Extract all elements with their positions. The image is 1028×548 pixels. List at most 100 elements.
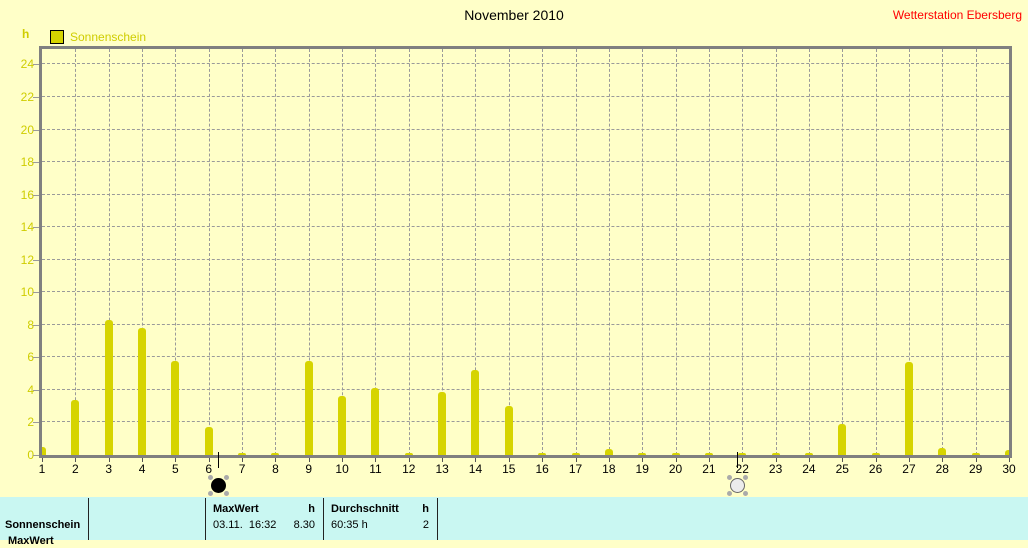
y-axis-tick bbox=[33, 129, 39, 131]
gridline-vertical bbox=[475, 49, 477, 455]
gridline-vertical bbox=[408, 49, 410, 455]
gridline-vertical bbox=[608, 49, 610, 455]
panel-divider bbox=[88, 498, 89, 540]
full-moon-icon bbox=[729, 478, 745, 493]
gridline-vertical bbox=[508, 49, 510, 455]
y-axis-tick-label: 2 bbox=[27, 415, 34, 430]
sunshine-bar-day-12 bbox=[404, 453, 413, 455]
maxwert-datetime: 03.11. 16:32 bbox=[213, 519, 277, 531]
x-axis-tick bbox=[808, 458, 810, 462]
sunshine-bar-day-5 bbox=[171, 360, 180, 455]
y-axis-tick-label: 0 bbox=[27, 448, 34, 462]
x-axis-tick-label: 22 bbox=[735, 462, 749, 476]
x-axis-tick-label: 12 bbox=[402, 462, 416, 476]
x-axis-tick bbox=[275, 458, 277, 462]
sunshine-bar-day-9 bbox=[304, 360, 313, 455]
sensor-row-label: Sonnenschein bbox=[5, 519, 81, 531]
gridline-vertical bbox=[208, 49, 210, 455]
x-axis-tick-label: 29 bbox=[968, 462, 983, 476]
x-axis-tick-label: 9 bbox=[305, 462, 313, 476]
gridline-vertical bbox=[275, 49, 277, 455]
gridline-vertical bbox=[175, 49, 177, 455]
gridline-horizontal bbox=[42, 128, 1009, 130]
x-axis-tick-label: 23 bbox=[768, 462, 783, 476]
legend-label: Sonnenschein bbox=[70, 30, 147, 44]
gridline-vertical bbox=[542, 49, 544, 455]
sunshine-bar-day-2 bbox=[71, 399, 80, 455]
chart-title: November 2010 bbox=[464, 7, 564, 23]
gridline-vertical bbox=[642, 49, 644, 455]
x-axis-tick-label: 1 bbox=[38, 462, 46, 476]
x-axis-tick-label: 30 bbox=[1002, 462, 1016, 476]
x-axis-tick-label: 11 bbox=[369, 462, 382, 476]
x-axis-tick-label: 4 bbox=[138, 462, 146, 476]
gridline-horizontal bbox=[42, 291, 1009, 293]
x-axis-tick bbox=[742, 458, 744, 462]
panel-divider bbox=[323, 498, 324, 540]
y-axis-tick-label: 18 bbox=[20, 155, 34, 170]
x-axis-tick bbox=[108, 458, 110, 462]
gridline-vertical bbox=[242, 49, 244, 455]
x-axis-tick bbox=[142, 458, 144, 462]
sunshine-bar-day-28 bbox=[938, 447, 947, 455]
legend: Sonnenschein bbox=[50, 30, 146, 44]
x-axis-tick-label: 3 bbox=[105, 462, 113, 476]
maxwert-value: 8.30 bbox=[293, 519, 315, 531]
y-axis-tick-label: 16 bbox=[20, 187, 34, 202]
x-axis-tick bbox=[1009, 458, 1010, 462]
gridline-vertical bbox=[975, 49, 977, 455]
gridline-vertical bbox=[375, 49, 377, 455]
gridline-horizontal bbox=[42, 323, 1009, 325]
full-moon-tick-line bbox=[736, 452, 738, 468]
sunshine-bar-day-20 bbox=[671, 453, 680, 455]
y-axis-tick-label: 24 bbox=[20, 57, 34, 72]
x-axis-tick-label: 7 bbox=[238, 462, 246, 476]
panel-divider bbox=[205, 498, 206, 540]
x-axis-tick bbox=[175, 458, 177, 462]
sunshine-bar-day-19 bbox=[638, 453, 647, 455]
x-axis-tick-label: 28 bbox=[935, 462, 949, 476]
x-axis-tick bbox=[242, 458, 244, 462]
x-axis-tick-label: 8 bbox=[272, 462, 279, 476]
gridline-vertical bbox=[442, 49, 444, 455]
sunshine-bar-day-8 bbox=[271, 453, 280, 455]
plot-area bbox=[39, 46, 1012, 458]
sunshine-bar-day-15 bbox=[504, 406, 513, 455]
gridline-horizontal bbox=[42, 258, 1009, 260]
y-axis-tick bbox=[33, 227, 39, 229]
x-axis-tick bbox=[908, 458, 910, 462]
y-axis-tick bbox=[33, 292, 39, 294]
sunshine-bar-day-1 bbox=[42, 446, 46, 455]
gridline-vertical bbox=[675, 49, 677, 455]
durchschnitt-header: Durchschnitt bbox=[331, 503, 399, 515]
gridline-vertical bbox=[75, 49, 77, 455]
x-axis-tick bbox=[842, 458, 844, 462]
sunshine-bar-day-13 bbox=[438, 391, 447, 455]
gridline-horizontal bbox=[42, 63, 1009, 65]
x-axis-tick bbox=[342, 458, 344, 462]
x-axis-tick bbox=[575, 458, 577, 462]
gridline-vertical bbox=[742, 49, 744, 455]
x-axis-tick bbox=[375, 458, 377, 462]
station-name: Wetterstation Ebersberg bbox=[892, 8, 1022, 22]
x-axis-tick-label: 18 bbox=[602, 462, 616, 476]
x-axis-tick-label: 10 bbox=[335, 462, 349, 476]
gridline-vertical bbox=[708, 49, 710, 455]
durchschnitt-unit: h bbox=[422, 503, 429, 515]
sunshine-bar-day-17 bbox=[571, 453, 580, 455]
x-axis-tick-label: 25 bbox=[835, 462, 849, 476]
sunshine-bar-day-7 bbox=[238, 453, 247, 455]
x-axis-tick bbox=[508, 458, 510, 462]
sunshine-bar-day-30 bbox=[1005, 450, 1009, 455]
durchschnitt-value: 2 bbox=[422, 519, 429, 531]
y-axis-unit-label: h bbox=[22, 27, 30, 41]
gridline-vertical bbox=[142, 49, 144, 455]
x-axis-tick-label: 17 bbox=[568, 462, 583, 476]
durchschnitt-total: 60:35 h bbox=[331, 519, 368, 531]
x-axis-tick-label: 2 bbox=[72, 462, 79, 476]
gridline-horizontal bbox=[42, 193, 1009, 195]
y-axis-tick bbox=[33, 324, 39, 326]
maxwert-header: MaxWert bbox=[213, 503, 259, 515]
sunshine-bar-day-3 bbox=[104, 319, 113, 455]
sunshine-bar-day-16 bbox=[538, 453, 547, 455]
